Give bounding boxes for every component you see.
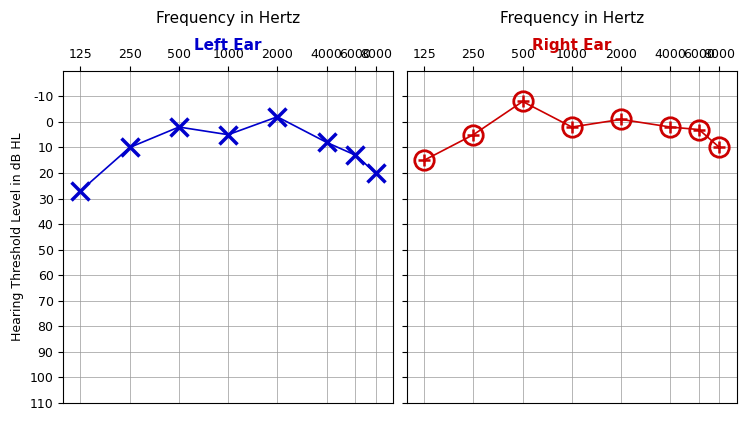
Title: Frequency in Hertz: Frequency in Hertz bbox=[500, 11, 644, 26]
Text: Right Ear: Right Ear bbox=[532, 38, 611, 53]
Text: Left Ear: Left Ear bbox=[194, 38, 262, 53]
Title: Frequency in Hertz: Frequency in Hertz bbox=[156, 11, 300, 26]
Y-axis label: Hearing Threshold Level in dB HL: Hearing Threshold Level in dB HL bbox=[11, 133, 24, 341]
